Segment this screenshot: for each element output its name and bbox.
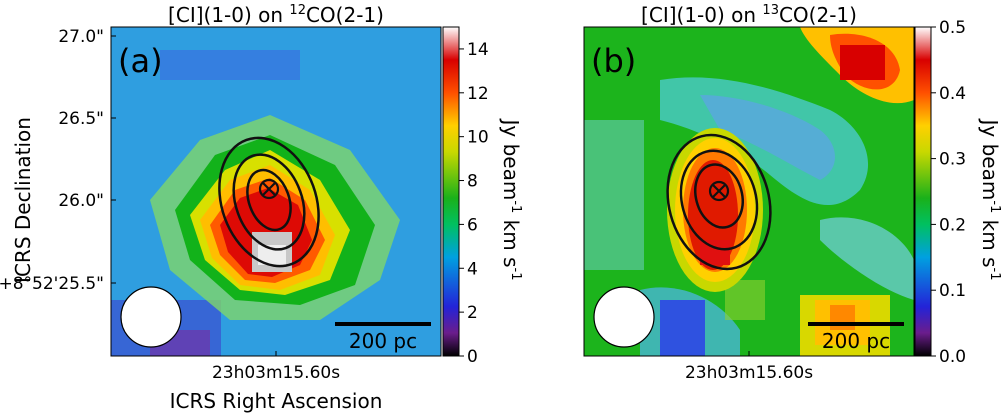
peak-marker-a [258,178,280,200]
contour-b-3 [694,163,744,229]
title-a: [CI](1-0) on 12CO(2-1) [168,3,384,27]
contour-a-2 [232,153,306,251]
contours-a [218,136,320,268]
title-b: [CI](1-0) on 13CO(2-1) [641,3,857,27]
cb-label-part: km s [499,213,523,267]
colorbar-ticks-b: 0.0 0.1 0.2 0.3 0.4 0.5 [931,18,966,367]
title-a-part1: [CI](1-0) on [168,3,289,27]
colorbar-tick-label: 14 [467,40,489,60]
colorbar-tick-label: 4 [467,259,478,279]
y-tick-label: +8°52'25.5" [0,274,104,294]
colorbar-tick-label: 0.1 [939,281,966,301]
y-axis-label: ICRS Declination [11,117,35,283]
cb-label-part: km s [978,213,1002,267]
panel-a: 200 pc (a) [CI](1-0) on 12CO(2-1) 27.0" … [0,3,523,413]
cb-label-sup: -1 [987,200,1002,213]
panel-label-a: (a) [118,42,163,80]
contour-b-1 [666,133,772,271]
peak-marker-b [708,180,730,202]
panel-b: 200 pc (b) [CI](1-0) on 13CO(2-1) 23h03m… [583,3,1002,383]
colorbar-a [442,26,460,357]
beam-ellipse-b [593,286,655,348]
y-tick-label: 26.0" [58,191,104,211]
colorbar-tick-label: 6 [467,215,478,235]
contours-b [666,133,772,271]
colorbar-label-a: Jy beam-1 km s-1 [499,118,523,281]
title-a-part2: CO(2-1) [306,3,384,27]
y-ticks-a: 27.0" 26.5" 26.0" +8°52'25.5" [0,27,116,294]
cb-label-sup: -1 [508,268,523,281]
colorbar-tick-label: 0.0 [939,347,966,367]
colorbar-tick-label: 0.3 [939,150,966,170]
scalebar-label-b: 200 pc [822,329,890,353]
title-b-part2: CO(2-1) [779,3,857,27]
colorbar-tick-label: 8 [467,172,478,192]
colorbar-b [914,26,932,357]
beam-ellipse-a [120,286,182,348]
colorbar-tick-label: 0.2 [939,215,966,235]
cb-label-part: Jy beam [978,118,1002,201]
contour-a-1 [218,136,320,268]
panel-label-b: (b) [591,42,636,80]
title-b-part1: [CI](1-0) on [641,3,762,27]
colorbar-tick-label: 10 [467,128,489,148]
contour-b-2 [679,149,759,251]
x-axis-label: ICRS Right Ascension [170,389,383,413]
colorbar-tick-label: 0.5 [939,18,966,38]
y-tick-label: 27.0" [58,27,104,47]
title-b-superscript: 13 [762,3,779,18]
colorbar-tick-label: 12 [467,84,489,104]
colorbar-tick-label: 0.4 [939,84,966,104]
scalebar-label-a: 200 pc [349,329,417,353]
colorbar-label-b: Jy beam-1 km s-1 [978,118,1002,281]
cb-label-part: Jy beam [499,118,523,201]
cb-label-sup: -1 [987,268,1002,281]
contour-a-3 [246,168,292,232]
colorbar-tick-label: 2 [467,303,478,323]
colorbar-ticks-a: 0 2 4 6 8 10 12 14 [459,40,489,367]
x-tick-label-a: 23h03m15.60s [212,363,340,383]
x-tick-label-b: 23h03m15.60s [685,363,813,383]
cb-label-sup: -1 [508,200,523,213]
colorbar-tick-label: 0 [467,347,478,367]
title-a-superscript: 12 [289,3,306,18]
y-tick-label: 26.5" [58,109,104,129]
